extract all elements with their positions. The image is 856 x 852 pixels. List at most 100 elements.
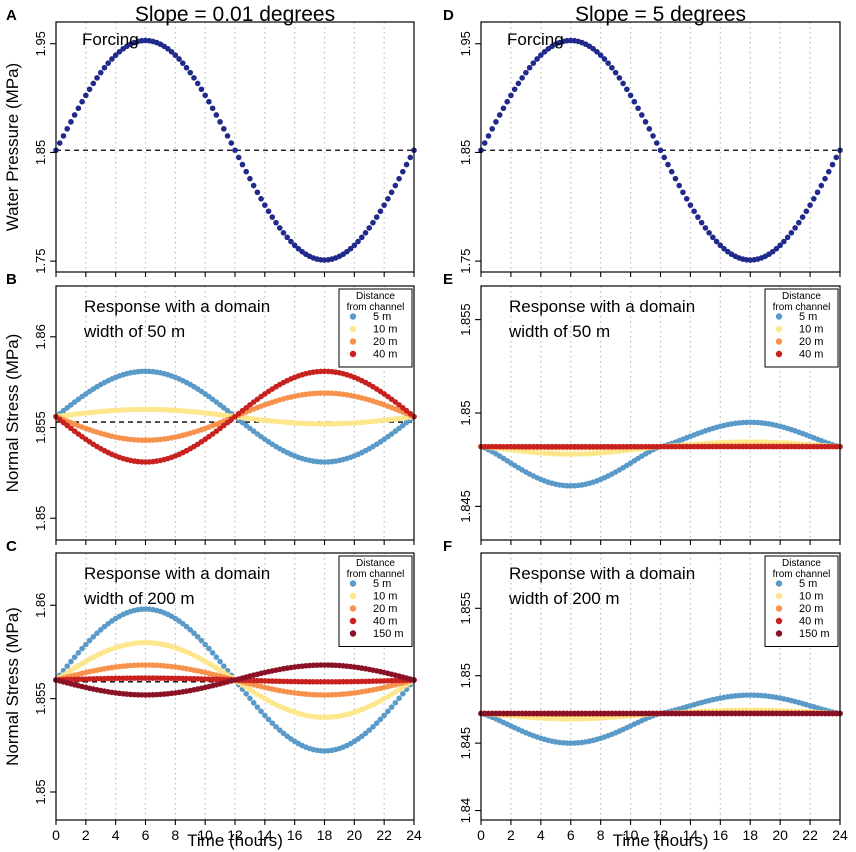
data-point — [530, 60, 537, 66]
data-point — [172, 52, 179, 58]
y-tick-label: 1.855 — [33, 411, 48, 444]
data-point — [534, 56, 540, 62]
y-tick-label: 1.85 — [33, 140, 48, 165]
y-tick-label: 1.855 — [458, 303, 473, 336]
data-point — [508, 92, 514, 99]
data-point — [665, 161, 671, 168]
legend-title: Distance — [356, 291, 395, 302]
data-point — [191, 75, 197, 81]
data-point — [217, 119, 223, 125]
data-point — [258, 196, 264, 202]
data-point — [75, 105, 82, 112]
x-tick-label: 18 — [742, 827, 758, 843]
legend-swatch — [349, 338, 357, 345]
data-point — [493, 119, 499, 125]
y-tick-label: 1.86 — [33, 593, 48, 618]
data-point — [273, 219, 279, 226]
panel-e: E 1.845 1.85 1.855 Response with a domain wid… — [443, 271, 843, 545]
data-point — [829, 161, 836, 168]
data-point — [627, 92, 634, 99]
legend-label: 20 m — [373, 336, 397, 348]
legend-label: 5 m — [373, 578, 391, 590]
data-point — [109, 56, 115, 62]
data-point — [86, 86, 93, 93]
series-40-m — [478, 443, 843, 450]
legend-swatch — [775, 605, 783, 612]
y-tick-label: 1.86 — [33, 324, 48, 349]
data-point — [79, 98, 85, 105]
data-point — [807, 202, 813, 208]
data-point — [90, 80, 97, 87]
x-tick-label: 6 — [567, 827, 575, 843]
legend-swatch — [775, 325, 783, 333]
legend-swatch — [349, 617, 357, 625]
data-point — [198, 86, 205, 93]
series-10-m — [53, 639, 417, 721]
data-point — [710, 234, 716, 241]
data-point — [612, 69, 619, 76]
panel-annotation: Response with a domain width of 50 m — [83, 297, 270, 341]
data-point — [403, 161, 410, 168]
legend-title: from channel — [347, 569, 405, 580]
legend-label: 150 m — [799, 628, 830, 640]
data-point — [777, 242, 783, 249]
data-point — [781, 238, 787, 245]
data-point — [202, 92, 208, 99]
data-point — [504, 98, 510, 105]
data-point — [90, 633, 97, 640]
data-point — [381, 202, 387, 208]
data-point — [56, 140, 63, 146]
data-point — [213, 112, 220, 118]
data-point — [366, 225, 373, 231]
data-point — [250, 699, 257, 706]
data-point — [388, 189, 395, 196]
y-tick-label: 1.75 — [33, 248, 48, 273]
x-tick-label: 2 — [82, 827, 90, 843]
data-point — [500, 105, 507, 112]
data-point — [284, 234, 291, 241]
panel-annotation: Response with a domain width of 200 m — [83, 564, 270, 608]
series-40-m — [53, 368, 417, 465]
data-point — [373, 214, 380, 220]
legend-swatch — [775, 630, 783, 637]
y-axis-title: Water Pressure (MPa) — [3, 63, 22, 231]
data-point — [698, 219, 705, 226]
data-point — [680, 189, 686, 196]
data-point — [385, 196, 391, 202]
x-tick-label: 22 — [376, 827, 392, 843]
data-point — [105, 60, 112, 66]
y-tick-label: 1.75 — [458, 248, 473, 273]
legend-swatch — [349, 580, 357, 587]
data-point — [601, 56, 608, 62]
x-tick-label: 20 — [347, 827, 363, 843]
data-point — [642, 119, 649, 125]
data-point — [381, 712, 387, 719]
data-point — [631, 98, 638, 105]
data-point — [355, 238, 361, 245]
y-axis-title: Normal Stress (MPa) — [3, 607, 22, 766]
data-point — [247, 695, 253, 702]
x-tick-label: 10 — [197, 827, 213, 843]
data-point — [269, 720, 276, 726]
data-point — [94, 75, 100, 81]
data-point — [213, 654, 220, 660]
legend-label: 10 m — [799, 591, 823, 603]
data-point — [396, 695, 402, 702]
data-point — [392, 699, 399, 706]
data-point — [60, 133, 67, 139]
series-5-m — [53, 606, 417, 754]
data-point — [295, 245, 302, 252]
legend-label: 5 m — [799, 311, 817, 323]
data-point — [209, 105, 216, 112]
data-point — [523, 69, 529, 76]
series-20-m — [53, 390, 417, 444]
data-point — [239, 161, 246, 168]
legend-swatch — [349, 630, 357, 637]
data-point — [64, 126, 70, 132]
data-point — [784, 234, 791, 241]
data-point — [511, 86, 518, 93]
data-point — [198, 637, 205, 644]
panel-letter: E — [443, 271, 453, 288]
